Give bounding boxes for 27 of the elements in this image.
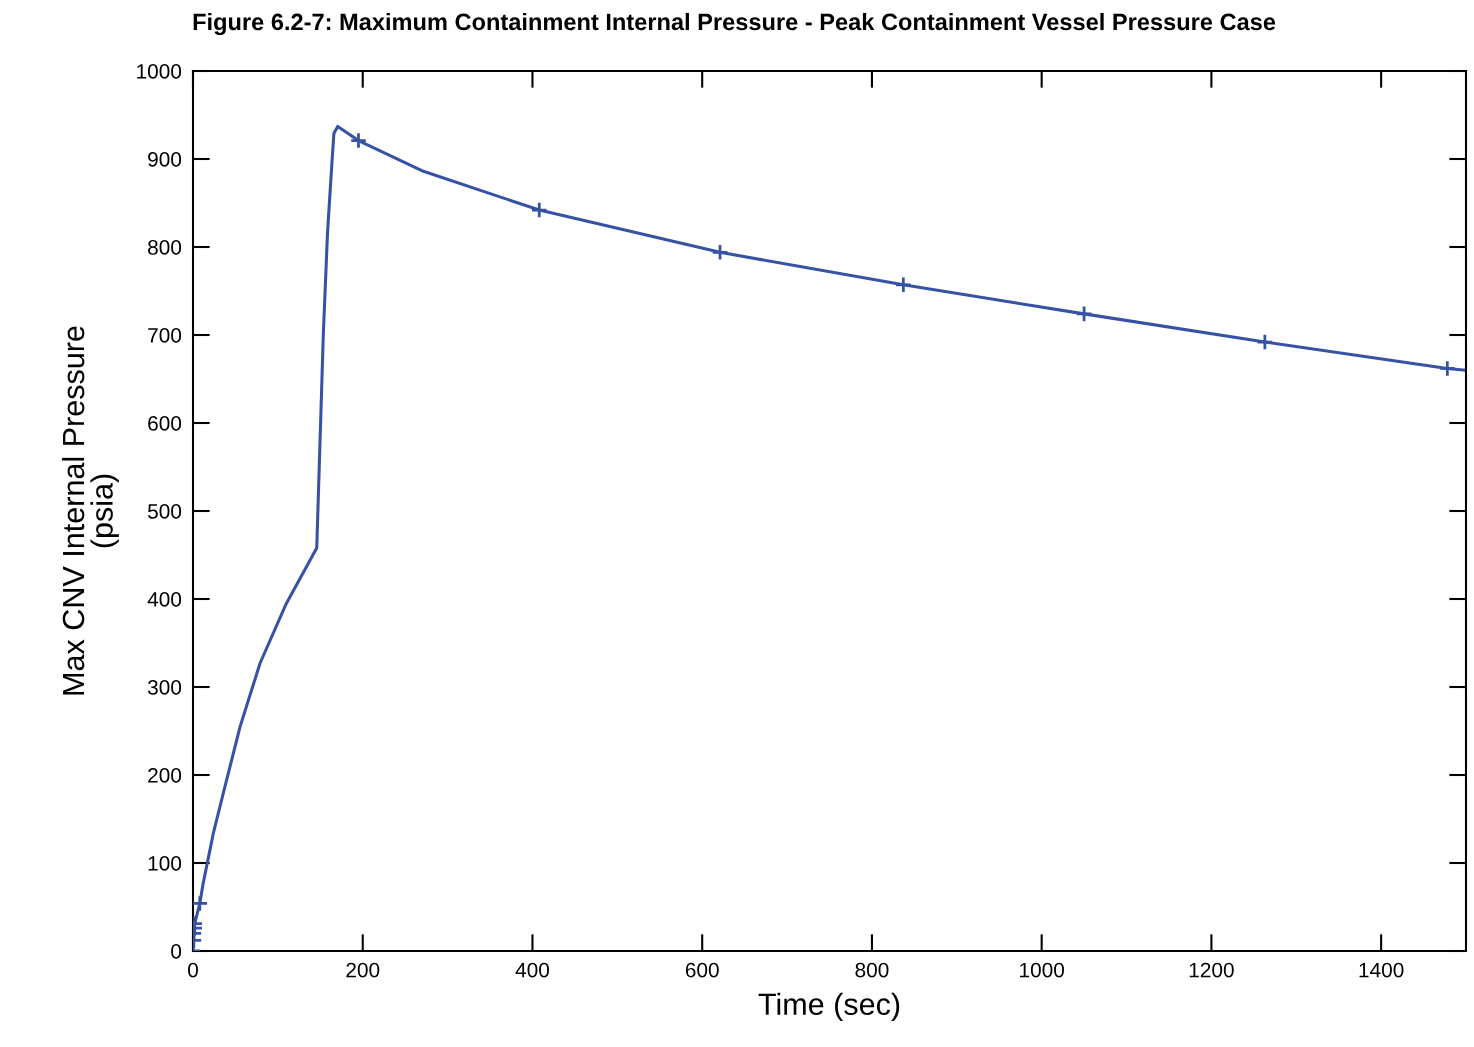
y-axis-title: Max CNV Internal Pressure (psia)	[61, 326, 119, 695]
y-tick-label: 900	[148, 152, 182, 167]
y-tick-label: 800	[148, 240, 182, 255]
point	[1256, 333, 1274, 351]
y-tick-label: 100	[148, 856, 182, 871]
x-tick-label: 400	[515, 962, 550, 978]
y-tick-label: 0	[171, 944, 182, 959]
point	[894, 276, 913, 294]
y-tick-label: 1000	[137, 64, 182, 79]
x-tick-label: 1200	[1189, 962, 1234, 978]
y-tick-label: 500	[147, 504, 182, 519]
x-tick-label: 200	[346, 962, 380, 978]
y-tick-label: 300	[147, 680, 182, 695]
x-tick-label: 1000	[1020, 962, 1065, 978]
x-tick-label: 0	[188, 962, 198, 978]
point	[711, 243, 729, 261]
x-axis-title: Time (sec)	[758, 992, 900, 1022]
point	[1075, 305, 1093, 323]
y-tick-label: 400	[147, 592, 182, 607]
y-tick-label: 700	[148, 328, 182, 343]
point	[1438, 359, 1457, 378]
x-tick-label: 1400	[1359, 962, 1404, 978]
x-tick-label: 800	[855, 962, 889, 978]
y-tick-label: 600	[148, 416, 182, 431]
chart-title: Figure 6.2-7: Maximum Containment Internal Pressure - Peak Containment Vessel Pressure Case	[193, 12, 1276, 36]
y-tick-label: 200	[148, 768, 182, 783]
x-tick-label: 600	[685, 962, 719, 978]
